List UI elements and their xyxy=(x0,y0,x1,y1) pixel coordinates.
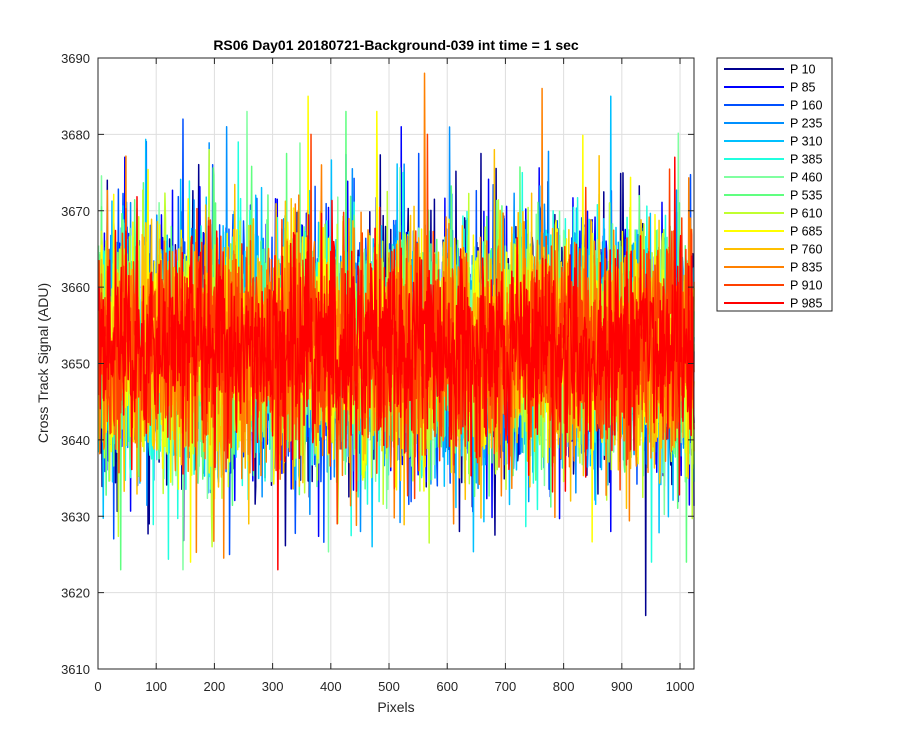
y-tick-label: 3610 xyxy=(61,662,90,677)
legend: P 10 P 85 P 160 P 235 P 310 P 385 P 460 P 535 P … xyxy=(716,57,833,312)
x-tick-label: 500 xyxy=(378,679,400,694)
series-lines xyxy=(97,72,695,617)
axis-ticks xyxy=(97,57,694,670)
x-axis-label: Pixels xyxy=(377,699,414,715)
legend-label: P 685 xyxy=(790,225,822,239)
legend-label: P 310 xyxy=(790,135,822,149)
legend-label: P 385 xyxy=(790,153,822,167)
legend-label: P 160 xyxy=(790,99,822,113)
x-tick-label: 900 xyxy=(611,679,633,694)
legend-label: P 235 xyxy=(790,117,822,131)
legend-label: P 985 xyxy=(790,297,822,311)
x-tick-label: 700 xyxy=(495,679,517,694)
legend-label: P 760 xyxy=(790,243,822,257)
x-tick-label: 300 xyxy=(262,679,284,694)
y-tick-label: 3650 xyxy=(61,357,90,372)
legend-label: P 610 xyxy=(790,207,822,221)
y-tick-label: 3620 xyxy=(61,586,90,601)
x-tick-label: 800 xyxy=(553,679,575,694)
x-tick-label: 100 xyxy=(145,679,167,694)
y-tick-label: 3660 xyxy=(61,280,90,295)
legend-label: P 835 xyxy=(790,261,822,275)
plot-area xyxy=(97,57,695,670)
x-tick-label: 400 xyxy=(320,679,342,694)
x-tick-label: 600 xyxy=(436,679,458,694)
y-tick-label: 3690 xyxy=(61,51,90,66)
x-tick-label: 0 xyxy=(94,679,101,694)
y-tick-label: 3630 xyxy=(61,509,90,524)
y-axis-label: Cross Track Signal (ADU) xyxy=(35,283,51,443)
x-tick-label: 200 xyxy=(204,679,226,694)
y-tick-labels: 3610 3620 3630 3640 3650 3660 3670 3680 3690 xyxy=(61,51,90,677)
legend-label: P 535 xyxy=(790,189,822,203)
legend-box xyxy=(716,57,833,312)
series-line-p910 xyxy=(97,133,695,525)
x-tick-label: 1000 xyxy=(666,679,695,694)
legend-label: P 85 xyxy=(790,81,816,95)
chart-title: RS06 Day01 20180721-Background-039 int t… xyxy=(213,37,579,53)
series-line-p985 xyxy=(97,156,695,571)
y-tick-label: 3680 xyxy=(61,127,90,142)
x-tick-labels: 0 100 200 300 400 500 600 700 800 900 1000 xyxy=(94,679,694,694)
legend-label: P 460 xyxy=(790,171,822,185)
legend-label: P 10 xyxy=(790,63,816,77)
y-tick-label: 3640 xyxy=(61,433,90,448)
y-tick-label: 3670 xyxy=(61,204,90,219)
legend-items: P 10 P 85 P 160 P 235 P 310 P 385 P 460 P 535 P … xyxy=(724,63,822,311)
legend-label: P 910 xyxy=(790,279,822,293)
